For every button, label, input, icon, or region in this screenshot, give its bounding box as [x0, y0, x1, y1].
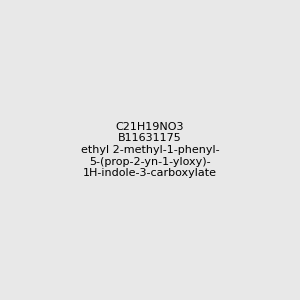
Text: C21H19NO3
B11631175
ethyl 2-methyl-1-phenyl-
5-(prop-2-yn-1-yloxy)-
1H-indole-3-: C21H19NO3 B11631175 ethyl 2-methyl-1-phe… — [81, 122, 219, 178]
